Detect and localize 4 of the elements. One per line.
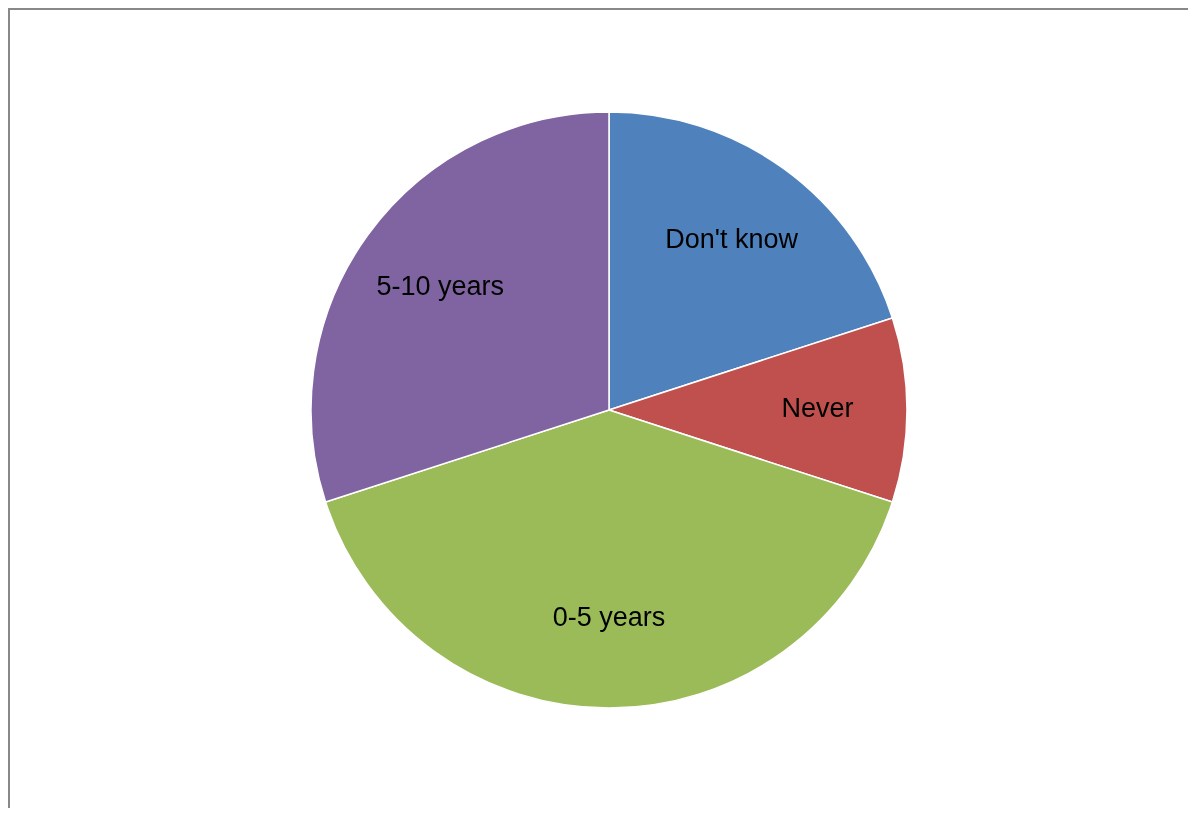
slice-label: 5-10 years [376,270,505,301]
slice-label: Don't know [665,224,799,255]
slice-label: 0-5 years [552,601,666,632]
slice-label: Never [781,393,854,424]
